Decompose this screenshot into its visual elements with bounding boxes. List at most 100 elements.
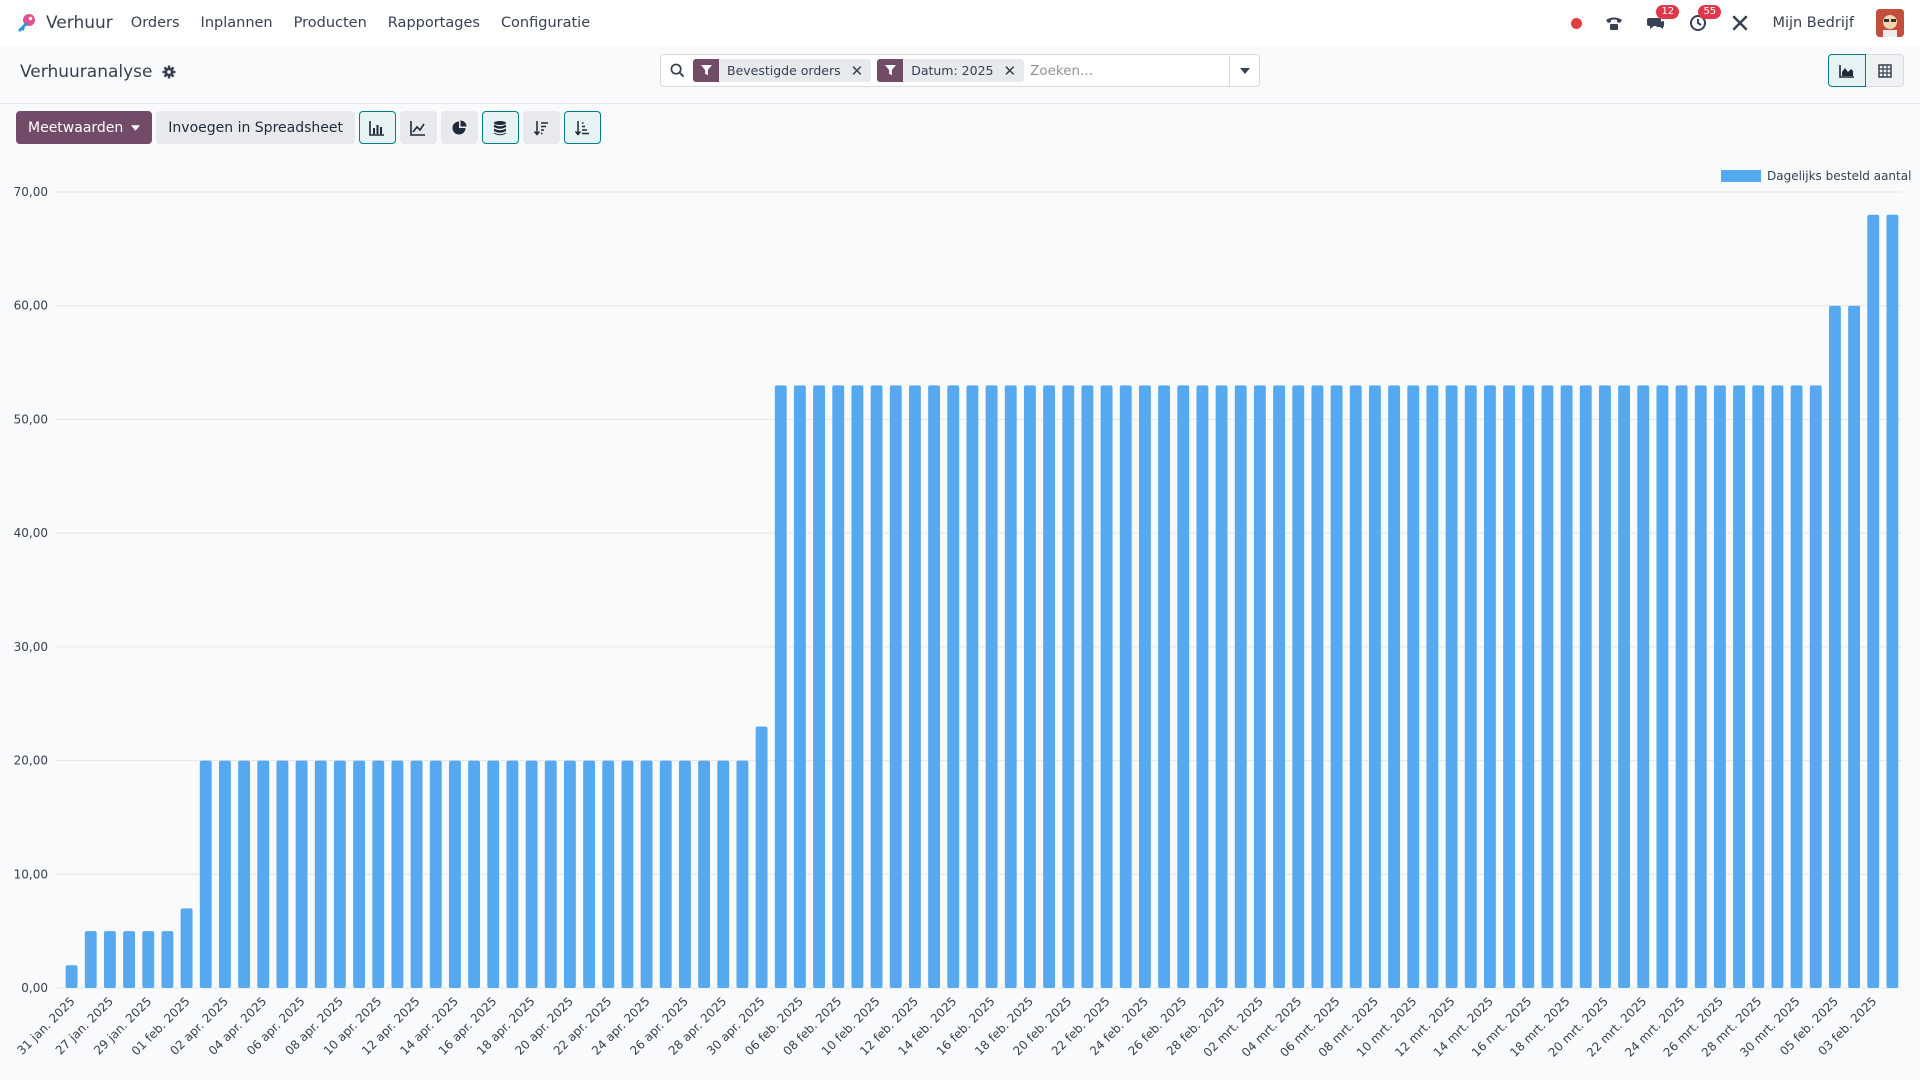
menu-item-rapportages[interactable]: Rapportages	[387, 15, 480, 31]
caret-down-icon	[1239, 67, 1250, 74]
bar	[755, 726, 768, 988]
y-tick-label: 10,00	[14, 867, 48, 881]
bar	[257, 760, 270, 988]
bar	[1158, 385, 1171, 988]
y-tick-label: 0,00	[21, 981, 48, 995]
bar-chart-icon	[369, 120, 385, 136]
filter-facet-bevestigde-orders: Bevestigde orders ✕	[693, 59, 872, 82]
search-options-toggle[interactable]	[1229, 55, 1259, 86]
messages-icon[interactable]: 12	[1646, 5, 1680, 33]
sort-ascending-button[interactable]	[563, 111, 601, 144]
y-tick-label: 20,00	[14, 754, 48, 768]
line-chart-button[interactable]	[399, 111, 437, 144]
bar	[333, 760, 346, 988]
bar	[1522, 385, 1535, 988]
bar	[774, 385, 787, 988]
breadcrumb: Verhuuranalyse	[20, 62, 176, 82]
app-name: Verhuur	[46, 13, 113, 33]
user-avatar[interactable]	[1876, 9, 1904, 37]
pie-chart-button[interactable]	[440, 111, 478, 144]
bar	[1062, 385, 1075, 988]
menu-item-configuratie[interactable]: Configuratie	[500, 15, 591, 31]
control-panel: Verhuuranalyse Bevestigde orders ✕ Datum…	[0, 46, 1920, 104]
bar	[1560, 385, 1573, 988]
bar	[295, 760, 308, 988]
bar	[1637, 385, 1650, 988]
measures-dropdown-button[interactable]: Meetwaarden	[16, 111, 153, 144]
facet-label: Datum: 2025	[911, 63, 994, 78]
control-panel-divider	[0, 103, 1920, 104]
bar-chart-button[interactable]	[358, 111, 396, 144]
bar	[1828, 305, 1841, 988]
search-icon[interactable]	[661, 63, 693, 78]
bar	[583, 760, 596, 988]
bar	[1752, 385, 1765, 988]
bar	[410, 760, 423, 988]
page-title: Verhuuranalyse	[20, 62, 153, 82]
bar	[1081, 385, 1094, 988]
bar	[1292, 385, 1305, 988]
search-input[interactable]	[1030, 55, 1229, 86]
recording-indicator-icon[interactable]	[1571, 17, 1583, 29]
bar	[851, 385, 864, 988]
y-tick-label: 50,00	[14, 412, 48, 426]
activities-clock-icon[interactable]: 55	[1688, 5, 1722, 33]
bar	[1598, 385, 1611, 988]
bar	[640, 760, 653, 988]
activities-badge: 55	[1698, 5, 1722, 19]
menu-item-producten[interactable]: Producten	[293, 15, 367, 31]
pivot-view-button[interactable]	[1866, 54, 1904, 87]
bar	[276, 760, 289, 988]
area-chart-icon	[1839, 64, 1854, 78]
tools-icon[interactable]	[1730, 13, 1750, 33]
bar	[678, 760, 691, 988]
bar	[1177, 385, 1190, 988]
bar	[870, 385, 883, 988]
bar	[161, 931, 174, 988]
sort-ascending-icon	[575, 120, 590, 136]
bar	[832, 385, 845, 988]
measures-label: Meetwaarden	[28, 119, 124, 136]
menu-item-inplannen[interactable]: Inplannen	[200, 15, 273, 31]
facet-remove-icon[interactable]: ✕	[1003, 61, 1017, 80]
bar	[1368, 385, 1381, 988]
stacked-toggle-button[interactable]	[481, 111, 519, 144]
bar	[1138, 385, 1151, 988]
bar	[966, 385, 979, 988]
bar	[1809, 385, 1822, 988]
bar	[698, 760, 711, 988]
view-switcher	[1828, 54, 1904, 87]
bar	[602, 760, 615, 988]
bar	[218, 760, 231, 988]
phone-icon[interactable]	[1604, 13, 1624, 33]
bar	[947, 385, 960, 988]
company-switcher[interactable]: Mijn Bedrijf	[1772, 15, 1854, 31]
bar	[1119, 385, 1132, 988]
bar	[314, 760, 327, 988]
bar	[1694, 385, 1707, 988]
insert-spreadsheet-button[interactable]: Invoegen in Spreadsheet	[156, 111, 355, 144]
graph-view-button[interactable]	[1828, 54, 1866, 87]
navbar-systray: 12 55 Mijn Bedrijf	[1571, 0, 1904, 46]
filter-facet-datum: Datum: 2025 ✕	[877, 59, 1025, 82]
bar	[1388, 385, 1401, 988]
bar	[717, 760, 730, 988]
bar	[238, 760, 251, 988]
y-tick-label: 60,00	[14, 299, 48, 313]
gear-icon[interactable]	[162, 65, 176, 79]
bar	[1790, 385, 1803, 988]
main-menu: Orders Inplannen Producten Rapportages C…	[131, 15, 590, 31]
bar	[1330, 385, 1343, 988]
app-brand[interactable]: Verhuur	[16, 12, 113, 34]
bar	[1426, 385, 1439, 988]
bar	[1483, 385, 1496, 988]
line-chart-icon	[410, 120, 426, 136]
bar	[353, 760, 366, 988]
top-navbar: Verhuur Orders Inplannen Producten Rappo…	[0, 0, 1920, 46]
bar	[1867, 214, 1880, 988]
bar	[1311, 385, 1324, 988]
sort-descending-button[interactable]	[522, 111, 560, 144]
bar	[1541, 385, 1554, 988]
facet-remove-icon[interactable]: ✕	[850, 61, 864, 80]
menu-item-orders[interactable]: Orders	[130, 15, 180, 31]
